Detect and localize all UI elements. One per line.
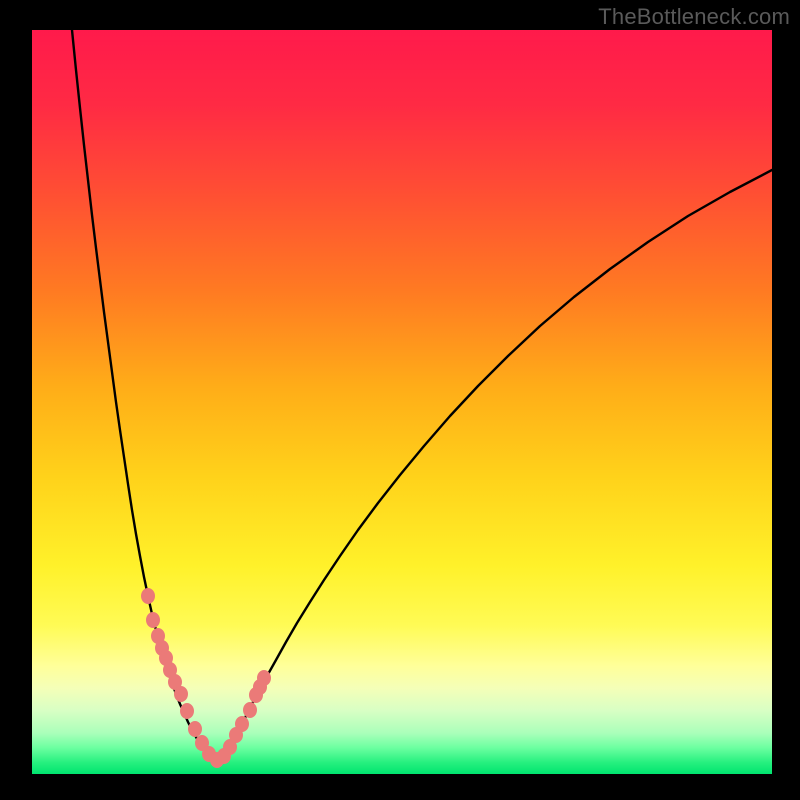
data-marker — [188, 721, 202, 737]
bottleneck-curve-chart — [32, 30, 772, 774]
watermark-text: TheBottleneck.com — [598, 4, 790, 30]
data-marker — [235, 716, 249, 732]
data-marker — [141, 588, 155, 604]
data-marker — [180, 703, 194, 719]
stage: TheBottleneck.com — [0, 0, 800, 800]
data-marker — [146, 612, 160, 628]
data-marker — [174, 686, 188, 702]
marker-group — [141, 588, 271, 768]
data-marker — [257, 670, 271, 686]
data-marker — [243, 702, 257, 718]
curve-right — [215, 170, 772, 761]
plot-area — [32, 30, 772, 774]
curve-left — [72, 30, 215, 761]
